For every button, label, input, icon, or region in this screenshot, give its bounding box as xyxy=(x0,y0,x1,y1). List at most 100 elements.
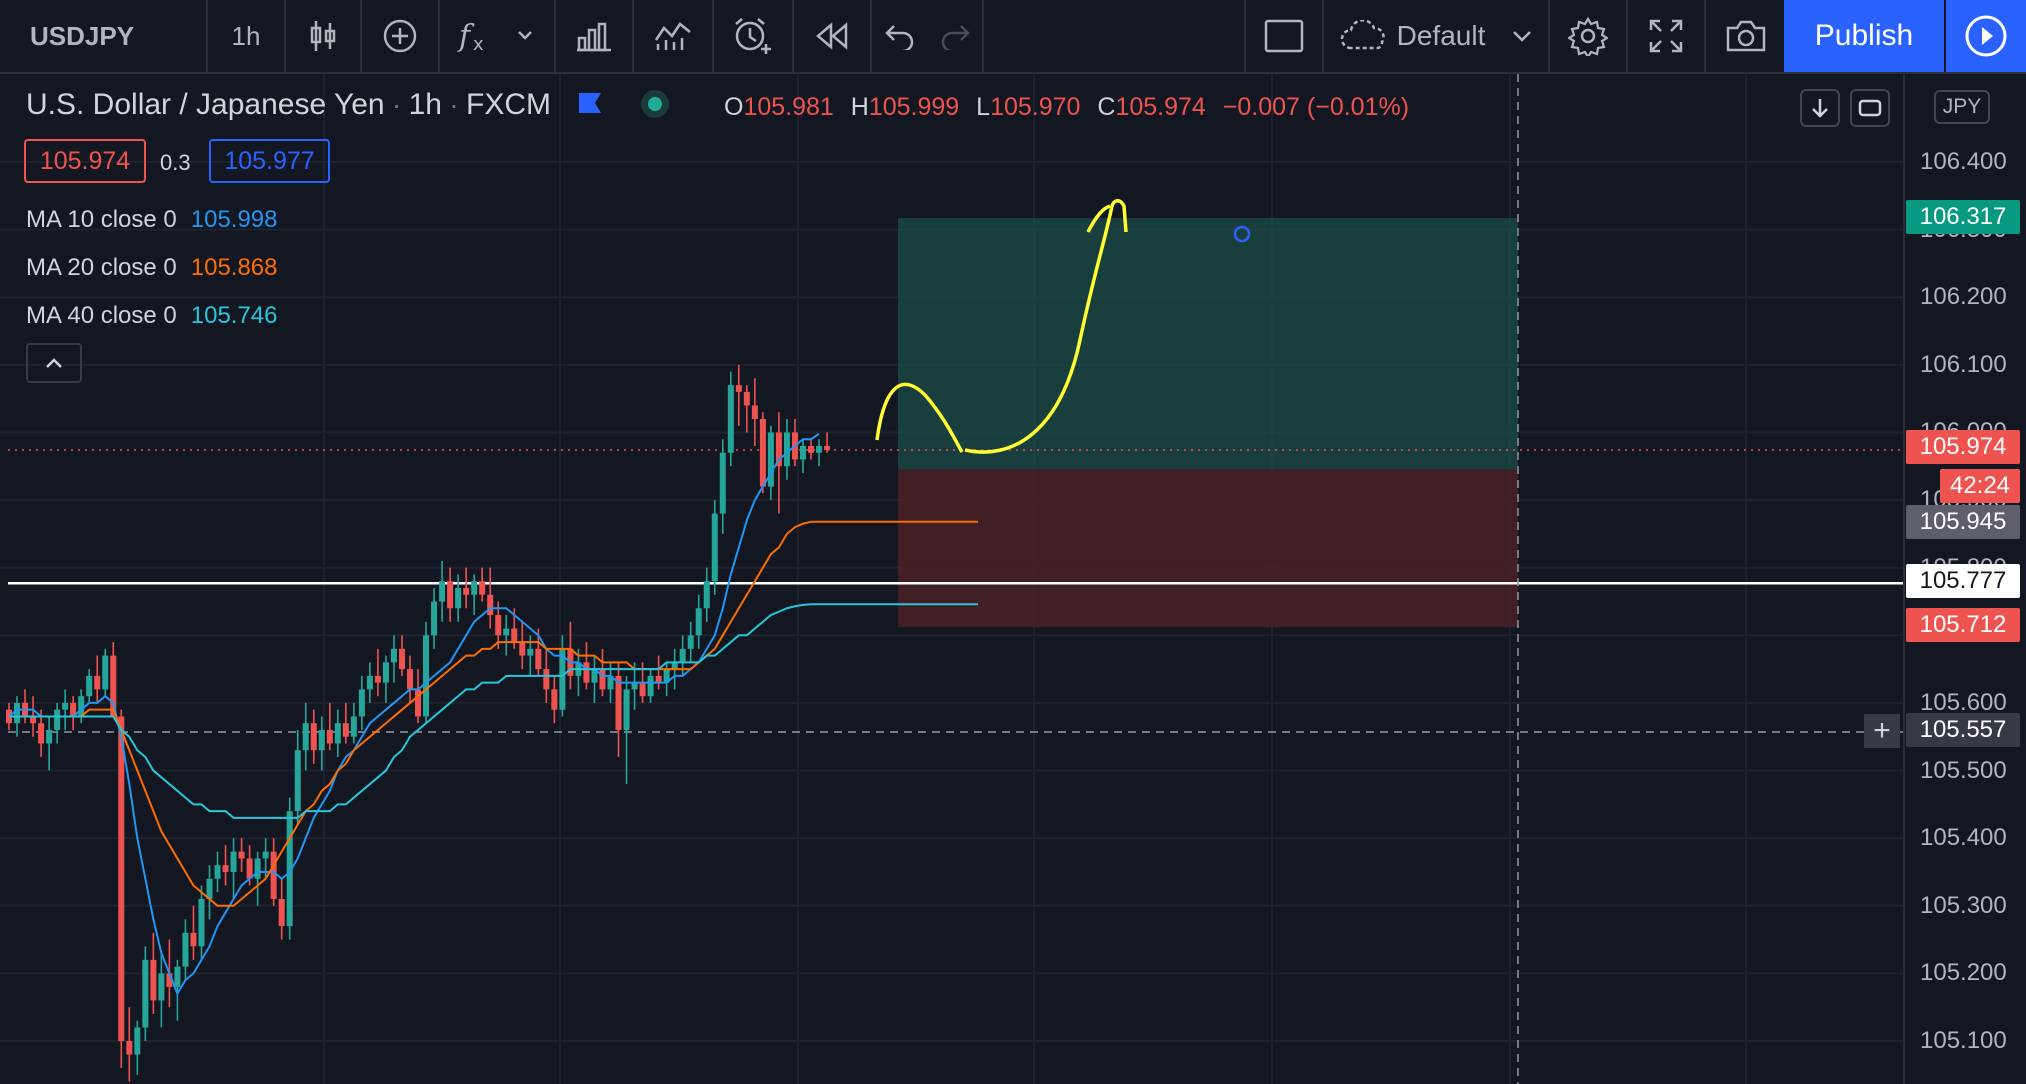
svg-text:x: x xyxy=(473,34,484,54)
ma-10-value: 105.998 xyxy=(190,206,278,233)
financials-button[interactable] xyxy=(556,0,634,72)
symbol-search-button[interactable]: USDJPY xyxy=(0,0,208,72)
candle xyxy=(495,601,502,649)
candle xyxy=(198,885,205,960)
spread-value: 0.3 xyxy=(160,150,191,175)
price-tick: 105.100 xyxy=(1920,1027,2007,1054)
collapse-legend-button[interactable] xyxy=(26,343,82,383)
price-tick: 106.100 xyxy=(1920,350,2007,378)
candle xyxy=(824,432,831,453)
price-tick: 105.600 xyxy=(1920,688,2007,716)
candle xyxy=(294,729,301,825)
flag-icon[interactable] xyxy=(577,91,603,115)
alert-icon xyxy=(735,18,771,54)
crosshair-add-button[interactable]: + xyxy=(1864,714,1900,748)
layout-icon xyxy=(1264,19,1304,53)
candle xyxy=(222,844,229,886)
candle xyxy=(326,702,333,751)
price-tick: 106.200 xyxy=(1920,283,2007,311)
candle xyxy=(447,567,454,622)
candle xyxy=(719,439,726,534)
candle xyxy=(94,655,101,703)
symbol-label: USDJPY xyxy=(30,20,135,51)
ma-20-legend[interactable]: MA 20 close 0 105.868 xyxy=(26,254,278,282)
candle xyxy=(374,648,381,697)
legend-separator: · xyxy=(449,90,459,120)
candle xyxy=(238,838,245,872)
candle xyxy=(655,655,662,690)
save-layout-button[interactable]: Default xyxy=(1324,0,1550,72)
candle xyxy=(479,567,486,602)
price-tick: 105.500 xyxy=(1920,756,2007,784)
price-tick: 106.400 xyxy=(1920,148,2007,175)
settings-button[interactable] xyxy=(1550,0,1628,72)
templates-button[interactable] xyxy=(634,0,714,72)
camera-icon xyxy=(1726,20,1766,52)
settings-icon xyxy=(1568,16,1608,56)
low-value: 105.970 xyxy=(990,93,1081,121)
maximize-icon xyxy=(1858,99,1882,117)
close-label: C xyxy=(1097,93,1116,121)
bar-replay-button[interactable] xyxy=(794,0,872,72)
candle-series xyxy=(6,364,831,1082)
ohlc-values: O105.981 H105.999 L105.970 C105.974 −0.0… xyxy=(724,93,1409,122)
candle xyxy=(390,635,397,683)
snapshot-button[interactable] xyxy=(1706,0,1786,72)
publish-label: Publish xyxy=(1814,19,1914,52)
candle xyxy=(695,594,702,649)
candle xyxy=(808,439,814,460)
open-value: 105.981 xyxy=(743,93,834,121)
candle xyxy=(439,560,446,622)
candle xyxy=(310,709,317,764)
candle xyxy=(254,851,261,906)
sell-price-button[interactable]: 105.974 xyxy=(24,139,146,183)
candle xyxy=(727,371,734,467)
add-symbol-icon xyxy=(383,19,417,53)
compare-symbol-button[interactable] xyxy=(362,0,440,72)
candle xyxy=(503,615,510,656)
change-value: −0.007 (−0.01%) xyxy=(1222,93,1410,121)
candle xyxy=(126,1007,133,1082)
scroll-down-button[interactable] xyxy=(1800,89,1840,127)
alert-button[interactable] xyxy=(714,0,794,72)
annotation-arc[interactable] xyxy=(875,382,964,453)
ma-40-legend[interactable]: MA 40 close 0 105.746 xyxy=(26,302,278,330)
position-handle[interactable] xyxy=(1233,225,1251,243)
candle xyxy=(134,1020,141,1075)
candle xyxy=(174,959,181,1021)
bar-style-button[interactable] xyxy=(286,0,362,72)
redo-button[interactable] xyxy=(928,0,984,72)
interval-button[interactable]: 1h xyxy=(208,0,286,72)
price-chart[interactable] xyxy=(0,74,2026,1084)
candle xyxy=(286,797,293,940)
maximize-pane-button[interactable] xyxy=(1850,89,1890,127)
price-tick: 105.200 xyxy=(1920,959,2007,987)
market-status-icon[interactable] xyxy=(640,89,670,119)
candle xyxy=(455,574,462,622)
candle xyxy=(22,689,29,724)
annotation-arrow[interactable] xyxy=(964,199,1128,454)
replay-start-button[interactable] xyxy=(1946,0,2026,72)
fullscreen-icon xyxy=(1649,19,1683,53)
low-label: L xyxy=(976,93,991,121)
publish-button[interactable]: Publish xyxy=(1784,0,1944,72)
undo-button[interactable] xyxy=(872,0,928,72)
layout-name: Default xyxy=(1396,20,1486,51)
candle xyxy=(423,621,430,724)
candle xyxy=(767,425,774,501)
fullscreen-button[interactable] xyxy=(1628,0,1706,72)
buy-price-button[interactable]: 105.977 xyxy=(209,139,330,183)
price-tag: 105.945 xyxy=(1906,505,2020,539)
replay-icon xyxy=(816,22,848,50)
symbol-legend: U.S. Dollar / Japanese Yen · 1h · FXCM xyxy=(26,88,670,122)
ma-10-label: MA 10 close 0 xyxy=(26,206,177,233)
currency-button[interactable]: JPY xyxy=(1934,90,1990,124)
layout-button[interactable] xyxy=(1246,0,1324,72)
candle xyxy=(318,716,325,771)
ma-10-legend[interactable]: MA 10 close 0 105.998 xyxy=(26,206,278,234)
candle xyxy=(358,675,365,730)
candle xyxy=(471,574,478,616)
ma-40-value: 105.746 xyxy=(190,302,278,329)
ma-20-line xyxy=(9,520,812,907)
